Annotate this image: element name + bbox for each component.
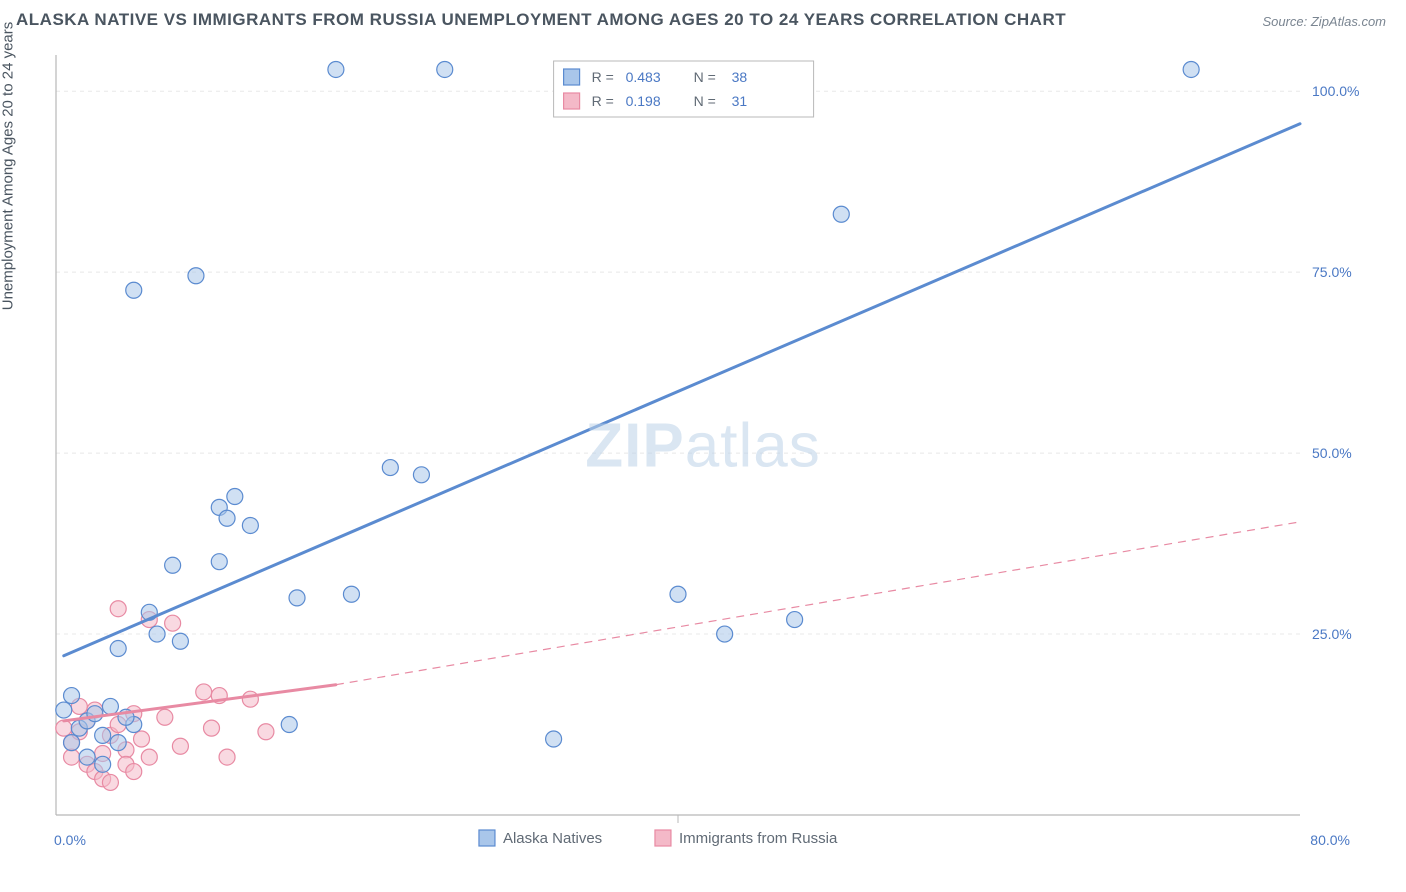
legend-r-label: R = xyxy=(592,69,614,85)
legend-n-label: N = xyxy=(694,93,716,109)
data-point xyxy=(211,554,227,570)
data-point xyxy=(328,61,344,77)
data-point xyxy=(56,720,72,736)
data-point xyxy=(219,749,235,765)
data-point xyxy=(413,467,429,483)
data-point xyxy=(1183,61,1199,77)
data-point xyxy=(79,749,95,765)
legend-n-value: 31 xyxy=(732,93,748,109)
chart-title: ALASKA NATIVE VS IMMIGRANTS FROM RUSSIA … xyxy=(16,10,1066,30)
data-point xyxy=(110,735,126,751)
source-label: Source: ZipAtlas.com xyxy=(1262,14,1386,29)
data-point xyxy=(343,586,359,602)
legend-r-label: R = xyxy=(592,93,614,109)
data-point xyxy=(227,489,243,505)
y-axis-label: Unemployment Among Ages 20 to 24 years xyxy=(0,22,17,311)
data-point xyxy=(204,720,220,736)
trend-line xyxy=(64,124,1300,656)
data-point xyxy=(382,460,398,476)
legend-r-value: 0.198 xyxy=(626,93,661,109)
data-point xyxy=(196,684,212,700)
legend-r-value: 0.483 xyxy=(626,69,661,85)
data-point xyxy=(102,698,118,714)
data-point xyxy=(242,691,258,707)
legend-n-label: N = xyxy=(694,69,716,85)
y-tick-label: 75.0% xyxy=(1312,264,1352,280)
data-point xyxy=(56,702,72,718)
legend-series-label: Immigrants from Russia xyxy=(679,830,838,847)
correlation-scatter-plot: 25.0% 50.0% 75.0% 100.0% 0.0% 80.0% R = 0.483 N … xyxy=(50,45,1390,875)
data-point xyxy=(87,706,103,722)
data-point xyxy=(95,756,111,772)
data-point xyxy=(188,268,204,284)
legend-swatch xyxy=(479,830,495,846)
legend-series-label: Alaska Natives xyxy=(503,830,602,847)
y-tick-label: 100.0% xyxy=(1312,83,1359,99)
data-point xyxy=(219,510,235,526)
data-point xyxy=(717,626,733,642)
y-tick-label: 50.0% xyxy=(1312,445,1352,461)
legend-swatch xyxy=(564,93,580,109)
data-point xyxy=(141,749,157,765)
data-point xyxy=(833,206,849,222)
data-point xyxy=(149,626,165,642)
data-point xyxy=(787,612,803,628)
legend-swatch xyxy=(564,69,580,85)
data-point xyxy=(64,749,80,765)
data-point xyxy=(110,641,126,657)
data-point xyxy=(157,709,173,725)
stats-legend: R = 0.483 N = 38 R = 0.198 N = 31 xyxy=(554,61,814,117)
data-point xyxy=(165,557,181,573)
data-point xyxy=(64,688,80,704)
series-legend: Alaska Natives Immigrants from Russia xyxy=(479,830,838,847)
y-tick-label: 25.0% xyxy=(1312,626,1352,642)
data-point xyxy=(64,735,80,751)
data-point xyxy=(165,615,181,631)
data-point xyxy=(172,738,188,754)
legend-n-value: 38 xyxy=(732,69,748,85)
data-point xyxy=(134,731,150,747)
trend-line-dashed xyxy=(336,522,1300,685)
legend-swatch xyxy=(655,830,671,846)
data-point xyxy=(670,586,686,602)
data-point xyxy=(258,724,274,740)
data-point xyxy=(289,590,305,606)
data-point xyxy=(126,282,142,298)
data-point xyxy=(95,727,111,743)
x-tick-label: 80.0% xyxy=(1310,832,1350,848)
x-tick-label: 0.0% xyxy=(54,832,86,848)
data-point xyxy=(281,717,297,733)
data-point xyxy=(437,61,453,77)
data-point xyxy=(110,601,126,617)
data-point xyxy=(242,517,258,533)
data-point xyxy=(102,774,118,790)
data-point xyxy=(126,764,142,780)
data-point xyxy=(546,731,562,747)
data-point xyxy=(172,633,188,649)
